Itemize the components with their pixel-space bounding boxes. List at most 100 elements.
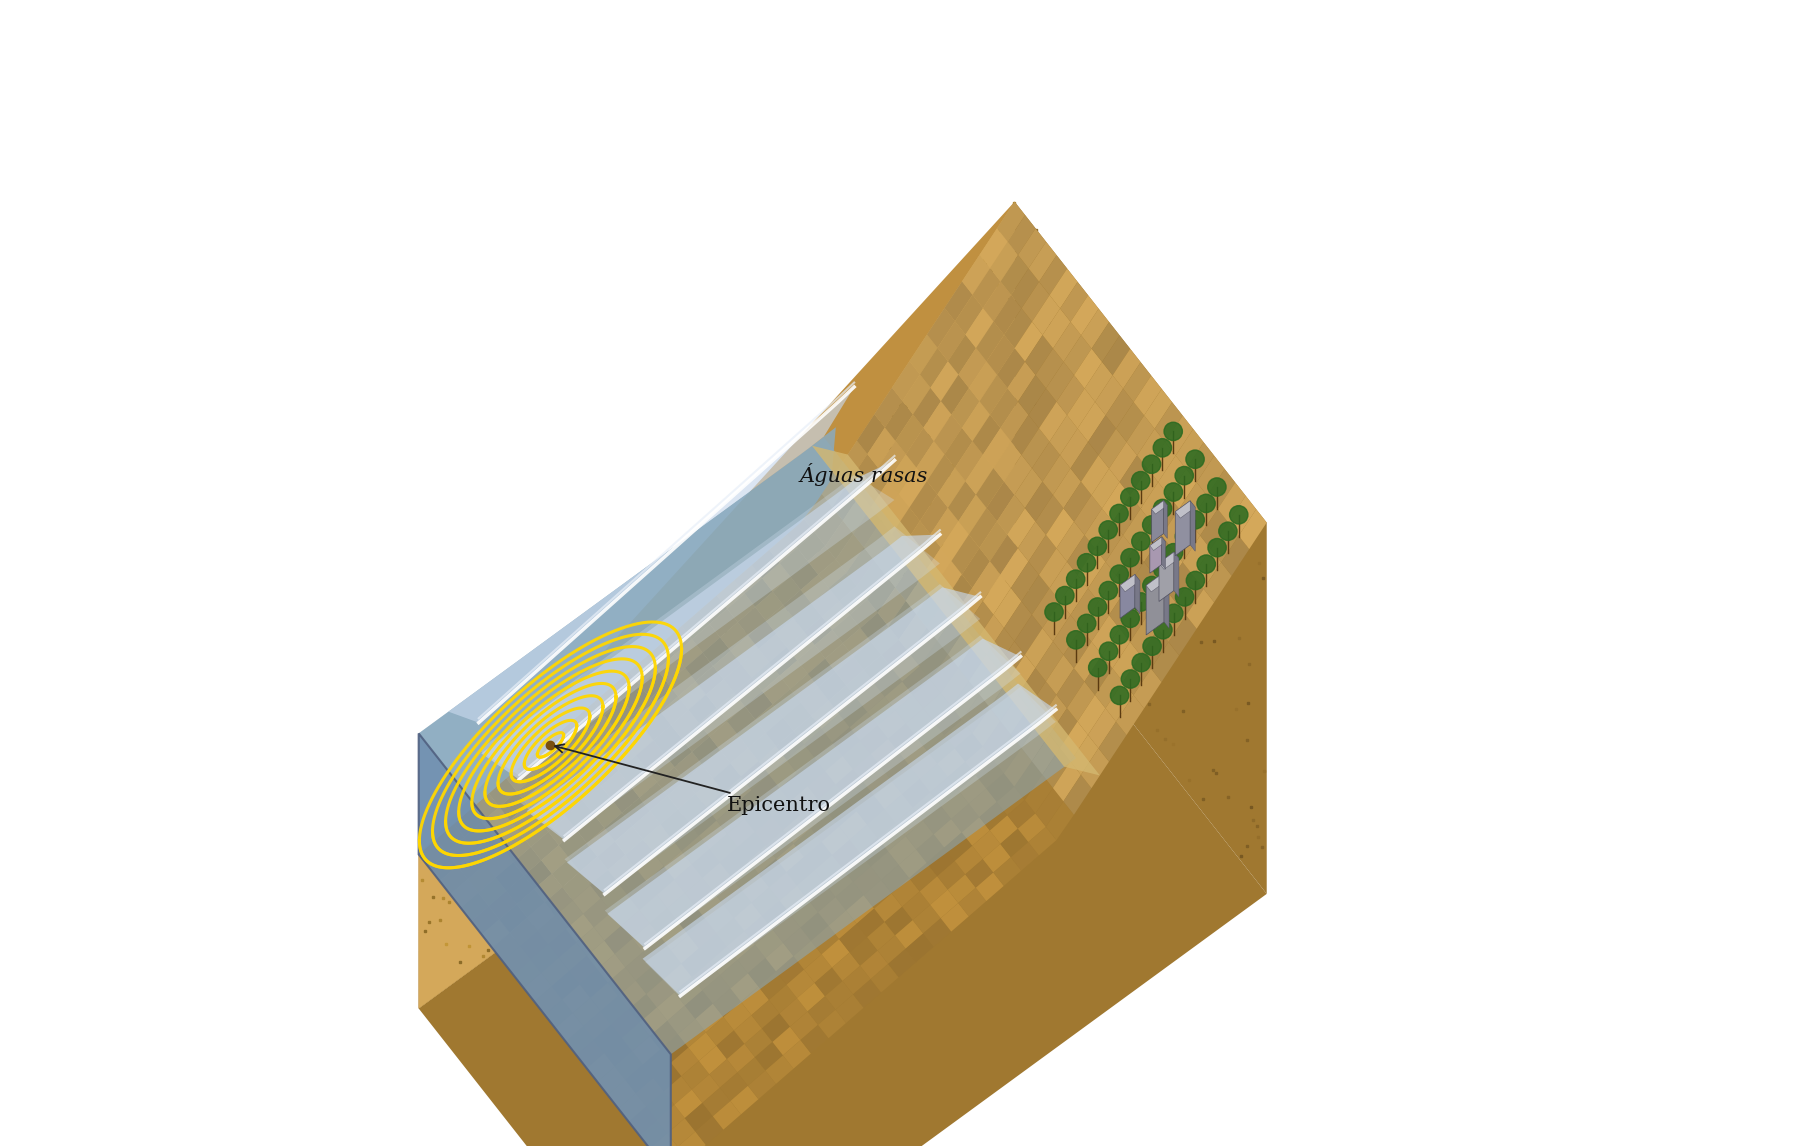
Polygon shape xyxy=(635,740,664,769)
Polygon shape xyxy=(787,631,815,660)
Polygon shape xyxy=(938,861,965,889)
Polygon shape xyxy=(1053,469,1082,509)
Polygon shape xyxy=(553,971,580,999)
Polygon shape xyxy=(754,1042,783,1070)
Polygon shape xyxy=(895,694,923,723)
Polygon shape xyxy=(653,838,682,866)
Polygon shape xyxy=(949,335,976,375)
Polygon shape xyxy=(1078,694,1105,735)
Polygon shape xyxy=(542,845,569,873)
Polygon shape xyxy=(1091,615,1120,656)
Polygon shape xyxy=(815,743,842,771)
Polygon shape xyxy=(1098,575,1127,615)
Polygon shape xyxy=(871,739,898,768)
Polygon shape xyxy=(821,939,850,967)
Polygon shape xyxy=(702,637,731,666)
Polygon shape xyxy=(702,975,731,1004)
Polygon shape xyxy=(1112,642,1141,682)
Polygon shape xyxy=(628,994,657,1022)
Polygon shape xyxy=(886,401,913,441)
Polygon shape xyxy=(419,534,1015,989)
Polygon shape xyxy=(1159,552,1179,570)
Polygon shape xyxy=(954,733,983,762)
Polygon shape xyxy=(1001,829,1028,857)
Polygon shape xyxy=(682,611,709,639)
Polygon shape xyxy=(1057,375,1085,415)
Polygon shape xyxy=(752,550,779,579)
Polygon shape xyxy=(590,870,619,898)
Polygon shape xyxy=(1091,322,1120,362)
Polygon shape xyxy=(664,626,691,654)
Polygon shape xyxy=(1001,256,1028,295)
Polygon shape xyxy=(639,1007,668,1036)
Polygon shape xyxy=(594,912,621,941)
Polygon shape xyxy=(965,746,994,775)
Polygon shape xyxy=(742,874,769,903)
Polygon shape xyxy=(542,958,569,987)
Polygon shape xyxy=(934,819,961,848)
Polygon shape xyxy=(1071,442,1098,481)
Polygon shape xyxy=(1120,602,1148,642)
Polygon shape xyxy=(1057,668,1084,708)
Polygon shape xyxy=(790,786,819,815)
Polygon shape xyxy=(1082,748,1109,788)
Polygon shape xyxy=(1134,523,1161,562)
Polygon shape xyxy=(643,712,671,740)
Polygon shape xyxy=(531,944,558,973)
Circle shape xyxy=(1132,532,1150,550)
Polygon shape xyxy=(749,733,776,761)
Polygon shape xyxy=(1015,322,1042,362)
Polygon shape xyxy=(1046,509,1075,548)
Polygon shape xyxy=(436,824,464,853)
Polygon shape xyxy=(868,574,895,613)
Polygon shape xyxy=(553,746,580,775)
Polygon shape xyxy=(454,809,482,838)
Polygon shape xyxy=(761,563,790,591)
Polygon shape xyxy=(1008,654,1035,694)
Polygon shape xyxy=(913,387,941,427)
Polygon shape xyxy=(616,826,643,855)
Polygon shape xyxy=(419,438,1015,893)
Circle shape xyxy=(1154,500,1172,518)
Polygon shape xyxy=(691,1074,720,1102)
Polygon shape xyxy=(1060,722,1087,761)
Polygon shape xyxy=(509,918,538,947)
Polygon shape xyxy=(819,672,846,700)
Polygon shape xyxy=(646,979,675,1007)
Polygon shape xyxy=(979,668,1008,708)
Polygon shape xyxy=(817,897,846,926)
Polygon shape xyxy=(698,596,727,625)
Polygon shape xyxy=(1042,602,1071,642)
Polygon shape xyxy=(1120,455,1148,495)
Polygon shape xyxy=(535,987,562,1015)
Polygon shape xyxy=(661,697,689,725)
Polygon shape xyxy=(695,1004,724,1033)
Polygon shape xyxy=(839,586,868,614)
Polygon shape xyxy=(902,521,931,560)
Polygon shape xyxy=(801,800,828,829)
Polygon shape xyxy=(994,857,1021,886)
Polygon shape xyxy=(419,202,1015,1008)
Polygon shape xyxy=(902,779,931,808)
Polygon shape xyxy=(805,494,832,533)
Polygon shape xyxy=(1019,228,1046,268)
Circle shape xyxy=(1089,659,1107,677)
Polygon shape xyxy=(1028,682,1057,721)
Polygon shape xyxy=(628,657,657,685)
Polygon shape xyxy=(731,748,758,777)
Polygon shape xyxy=(1082,308,1109,348)
Polygon shape xyxy=(1015,761,1042,800)
Polygon shape xyxy=(887,723,916,752)
Polygon shape xyxy=(905,821,934,849)
Polygon shape xyxy=(835,534,864,573)
Polygon shape xyxy=(972,415,1001,455)
Polygon shape xyxy=(475,835,502,864)
Polygon shape xyxy=(1208,469,1235,509)
Polygon shape xyxy=(1042,455,1071,495)
Polygon shape xyxy=(1094,521,1123,562)
Polygon shape xyxy=(758,972,787,1000)
Polygon shape xyxy=(968,508,997,548)
Polygon shape xyxy=(682,1061,709,1090)
Polygon shape xyxy=(812,446,1100,776)
Polygon shape xyxy=(945,282,972,321)
